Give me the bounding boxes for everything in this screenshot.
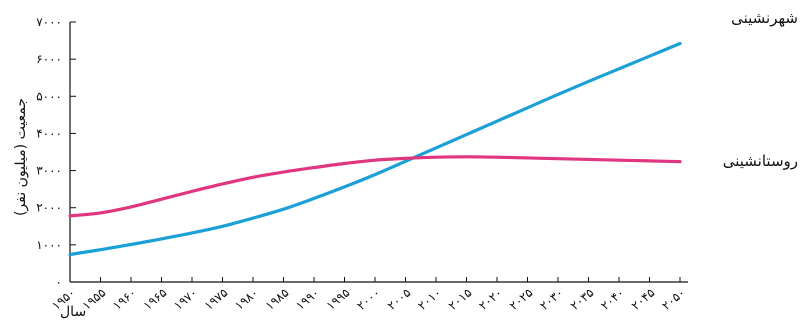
x-tick-label: ۲۰۰۵ xyxy=(385,286,414,313)
y-tick-label: ۵۰۰۰ xyxy=(36,89,62,103)
y-tick-label: ۶۰۰۰ xyxy=(36,52,62,66)
x-tick-label: ۱۹۹۰ xyxy=(293,286,322,313)
x-tick-label: ۱۹۸۰ xyxy=(232,286,261,313)
x-tick-label: ۱۹۹۵ xyxy=(324,286,353,313)
x-tick-label: ۲۰۲۰ xyxy=(476,286,505,313)
x-tick-label: ۱۹۶۰ xyxy=(110,286,139,313)
y-tick-label: ۰ xyxy=(56,275,62,289)
y-tick-label: ۳۰۰۰ xyxy=(36,164,62,178)
y-tick-label: ۱۰۰۰ xyxy=(36,238,62,252)
x-tick-label: ۱۹۷۰ xyxy=(171,286,200,313)
series-line xyxy=(68,155,682,218)
y-tick-label: ۴۰۰۰ xyxy=(36,126,62,140)
y-tick-label: ۷۰۰۰ xyxy=(36,15,62,29)
x-tick-label: ۲۰۱۵ xyxy=(446,286,475,313)
x-tick-label: ۱۹۷۵ xyxy=(202,286,231,313)
x-tick-label: ۲۰۳۵ xyxy=(568,286,597,313)
series-lines xyxy=(68,41,682,257)
x-tick-label: ۲۰۱۰ xyxy=(415,286,444,313)
x-tick-label: ۲۰۰۰ xyxy=(354,286,383,313)
series-line xyxy=(68,41,682,257)
y-axis-title: جمعیت (میلیون نفر) xyxy=(13,98,29,216)
x-axis-title: سال xyxy=(60,304,86,320)
x-tick-label: ۲۰۳۰ xyxy=(537,286,566,313)
axes xyxy=(69,22,688,283)
x-tick-label: ۲۰۲۵ xyxy=(507,286,536,313)
x-tick-label: ۲۰۵۰ xyxy=(659,286,688,313)
x-tick-label: ۲۰۴۵ xyxy=(629,286,658,313)
x-tick-label: ۲۰۴۰ xyxy=(598,286,627,313)
y-ticks: ۰ ۱۰۰۰ ۲۰۰۰ ۳۰۰۰ ۴۰۰۰ ۵۰۰۰ ۶۰۰۰ ۷۰۰۰ xyxy=(36,15,76,289)
x-tick-label: ۱۹۸۵ xyxy=(263,286,292,313)
y-tick-label: ۲۰۰۰ xyxy=(36,201,62,215)
series-label: روستانشینی xyxy=(723,152,798,170)
x-tick-label: ۱۹۶۵ xyxy=(141,286,170,313)
series-labels: شهرنشینی روستانشینی xyxy=(723,9,798,170)
series-label: شهرنشینی xyxy=(731,9,798,27)
